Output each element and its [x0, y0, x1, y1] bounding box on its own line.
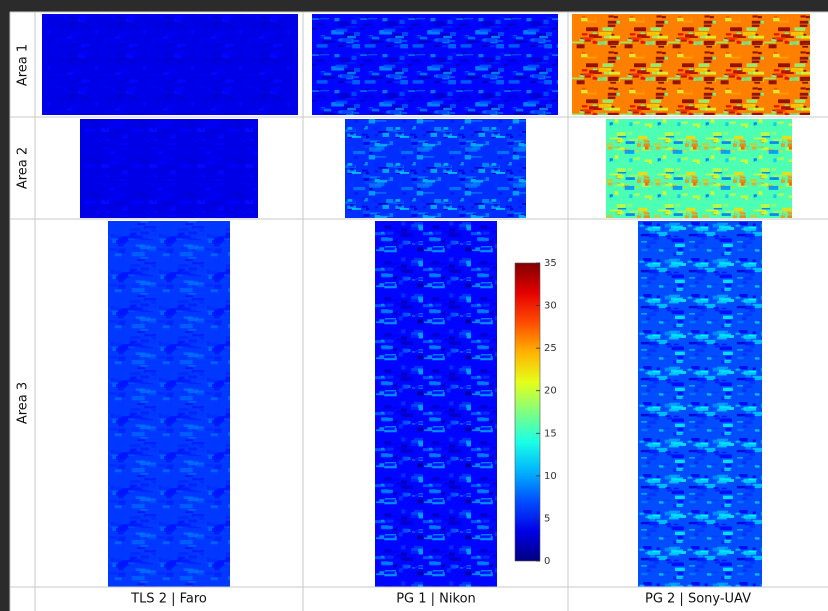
colorbar-tick-label: 35 [544, 258, 557, 269]
heatmap-image [375, 221, 497, 587]
heatmap-image [42, 14, 298, 115]
heatmap-image [80, 119, 258, 218]
heatmap-image [108, 221, 230, 587]
colorbar-tick-label: 5 [544, 513, 550, 524]
colorbar-tick-label: 20 [544, 386, 557, 397]
colorbar-tick-label: 0 [544, 556, 550, 567]
row-label: Area 3 [16, 382, 31, 424]
heatmap-image [638, 221, 762, 587]
row-label: Area 2 [16, 147, 31, 189]
colorbar-tick-label: 30 [544, 301, 557, 312]
heatmap-image [345, 119, 526, 218]
row-label: Area 1 [16, 44, 31, 86]
colorbar-tick-label: 25 [544, 343, 557, 354]
column-label: PG 2 | Sony-UAV [645, 592, 751, 607]
column-label: TLS 2 | Faro [130, 592, 207, 607]
heatmap-image [572, 14, 810, 115]
heatmap-image [312, 14, 558, 115]
colorbar-tick-label: 15 [544, 428, 557, 439]
column-label: PG 1 | Nikon [396, 592, 476, 607]
colorbar-tick-label: 10 [544, 471, 557, 482]
colorbar [514, 262, 541, 562]
heatmap-image [606, 119, 792, 218]
